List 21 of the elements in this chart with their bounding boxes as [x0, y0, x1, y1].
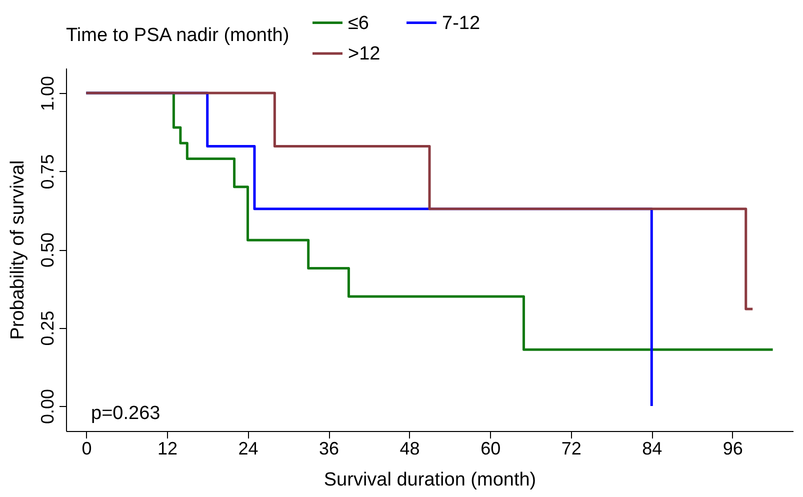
annotation: p=0.263	[91, 403, 160, 424]
x-tick-label: 24	[238, 438, 258, 458]
y-tick-label: 1.00	[38, 76, 58, 112]
x-axis-title: Survival duration (month)	[324, 470, 536, 490]
x-tick-label: 0	[82, 438, 92, 458]
legend-label: >12	[348, 44, 380, 64]
y-axis-title: Probability of survival	[8, 160, 28, 340]
x-tick-label: 96	[722, 438, 743, 458]
y-tick-label: 0.00	[38, 388, 58, 424]
y-tick-label: 0.25	[38, 310, 58, 346]
y-tick-label: 0.75	[38, 154, 58, 190]
x-tick-label: 60	[480, 438, 501, 458]
x-tick-label: 84	[642, 438, 662, 458]
x-tick-label: 12	[157, 438, 178, 458]
legend-label: 7-12	[442, 12, 480, 34]
legend-title: Time to PSA nadir (month)	[66, 25, 290, 46]
y-tick-label: 0.50	[38, 232, 58, 268]
x-tick-label: 36	[319, 438, 340, 458]
x-tick-label: 72	[561, 438, 582, 458]
legend-label: ≤6	[348, 12, 369, 34]
x-tick-label: 48	[400, 438, 420, 458]
